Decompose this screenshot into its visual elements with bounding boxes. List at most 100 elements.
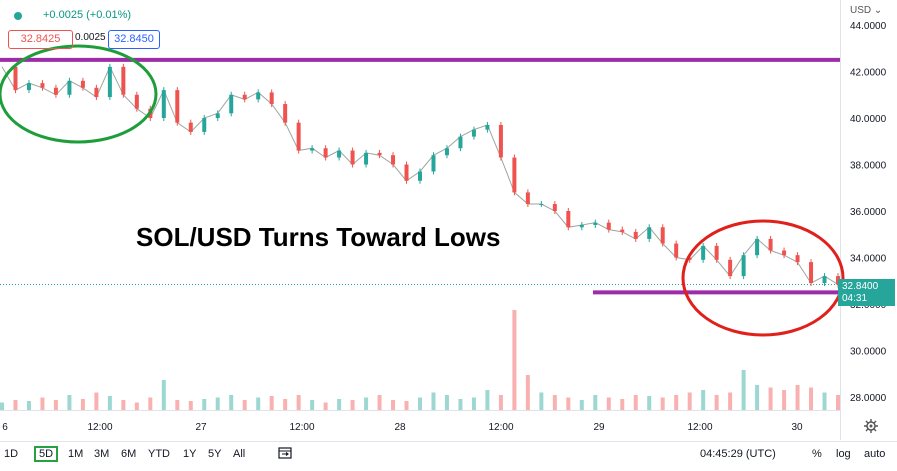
candle-body <box>593 222 598 225</box>
ask-button[interactable]: 32.8450 <box>108 30 160 49</box>
candle-body <box>566 211 571 228</box>
volume-bar <box>229 395 234 410</box>
y-tick-label: 34.0000 <box>850 254 887 265</box>
volume-bar <box>67 395 72 410</box>
log-toggle[interactable]: log <box>836 448 851 460</box>
volume-bar <box>633 395 638 410</box>
volume-bar <box>0 402 4 410</box>
range-5y-button[interactable]: 5Y <box>208 448 222 460</box>
range-1m-button[interactable]: 1M <box>68 448 84 460</box>
volume-bar <box>809 387 814 410</box>
volume-bar <box>728 392 733 410</box>
volume-bar <box>431 392 436 410</box>
chart-annotation-title: SOL/USD Turns Toward Lows <box>136 222 501 252</box>
volume-bar <box>660 397 665 410</box>
candle-body <box>458 136 463 149</box>
candle-body <box>579 224 584 228</box>
bottom-toolbar: 1D 5D 1M 3M 6M YTD 1Y 5Y All 04:45:29 (U… <box>0 441 897 467</box>
x-tick-label: 27 <box>195 422 207 433</box>
candle-body <box>337 150 342 158</box>
bar-countdown: 04:31 <box>842 293 868 304</box>
x-tick-label: 12:00 <box>289 422 314 433</box>
candle-body <box>26 83 31 91</box>
x-tick-label: 12:00 <box>87 422 112 433</box>
y-tick-label: 44.0000 <box>850 21 887 32</box>
grid <box>0 0 841 440</box>
y-tick-label: 40.0000 <box>850 114 887 125</box>
range-6m-button[interactable]: 6M <box>121 448 137 460</box>
range-5d-button[interactable]: 5D <box>34 446 59 462</box>
candle-body <box>202 118 207 132</box>
spread-value: 0.0025 <box>75 32 106 43</box>
volume-bar <box>512 310 517 410</box>
candle-body <box>107 66 112 98</box>
candle-body <box>485 124 490 130</box>
candle-body <box>795 255 800 263</box>
volume-bar <box>26 401 31 410</box>
bid-button[interactable]: 32.8425 <box>8 30 73 49</box>
candle-body <box>768 238 773 251</box>
candle-body <box>498 124 503 158</box>
volume-bar <box>822 392 827 410</box>
price-series-layer <box>0 63 840 288</box>
candle-body <box>633 231 638 239</box>
range-3m-button[interactable]: 3M <box>94 448 110 460</box>
volume-bar <box>471 397 476 410</box>
candle-body <box>660 227 665 244</box>
volume-bar <box>714 395 719 410</box>
volume-bar <box>310 400 315 410</box>
candle-body <box>377 152 382 156</box>
volume-bar <box>593 395 598 410</box>
volume-bar <box>404 401 409 410</box>
volume-bar <box>161 380 166 410</box>
volume-layer <box>0 310 840 410</box>
candle-body <box>283 104 288 123</box>
candle-body <box>94 87 99 98</box>
volume-bar <box>283 399 288 410</box>
volume-bar <box>350 400 355 410</box>
volume-bar <box>755 385 760 410</box>
volume-bar <box>188 401 193 410</box>
x-tick-label: 30 <box>791 422 803 433</box>
range-ytd-button[interactable]: YTD <box>148 448 170 460</box>
gear-icon[interactable] <box>864 419 878 433</box>
candle-body <box>431 155 436 172</box>
candle-body <box>782 250 787 256</box>
candle-body <box>687 257 692 260</box>
candle-body <box>809 262 814 284</box>
range-all-button[interactable]: All <box>233 448 246 460</box>
candle-body <box>269 92 274 105</box>
live-dot-icon <box>14 12 22 20</box>
candle-body <box>121 66 126 95</box>
volume-bar <box>121 400 126 410</box>
volume-bar <box>13 400 18 410</box>
clock-utc[interactable]: 04:45:29 (UTC) <box>700 448 776 460</box>
volume-bar <box>498 395 503 410</box>
volume-bar <box>94 392 99 410</box>
volume-bar <box>377 395 382 410</box>
volume-bar <box>485 390 490 410</box>
auto-toggle[interactable]: auto <box>864 448 886 460</box>
x-tick-label: 29 <box>593 422 605 433</box>
candle-body <box>256 92 261 100</box>
volume-bar <box>256 397 261 410</box>
candle-body <box>350 150 355 165</box>
volume-bar <box>296 395 301 410</box>
range-1y-button[interactable]: 1Y <box>183 448 197 460</box>
candle-body <box>552 204 557 211</box>
volume-bar <box>701 390 706 410</box>
candle-body <box>755 238 760 256</box>
volume-bar <box>215 397 220 410</box>
candle-body <box>188 122 193 132</box>
currency-selector[interactable]: USD ⌄ <box>850 5 882 16</box>
candle-body <box>80 80 85 88</box>
percent-toggle[interactable]: % <box>812 448 822 460</box>
y-tick-label: 42.0000 <box>850 68 887 79</box>
volume-bar <box>741 370 746 410</box>
range-1d-button[interactable]: 1D <box>4 448 19 460</box>
date-range-icon[interactable] <box>278 447 292 459</box>
candle-body <box>620 229 625 232</box>
candle-body <box>539 204 544 206</box>
